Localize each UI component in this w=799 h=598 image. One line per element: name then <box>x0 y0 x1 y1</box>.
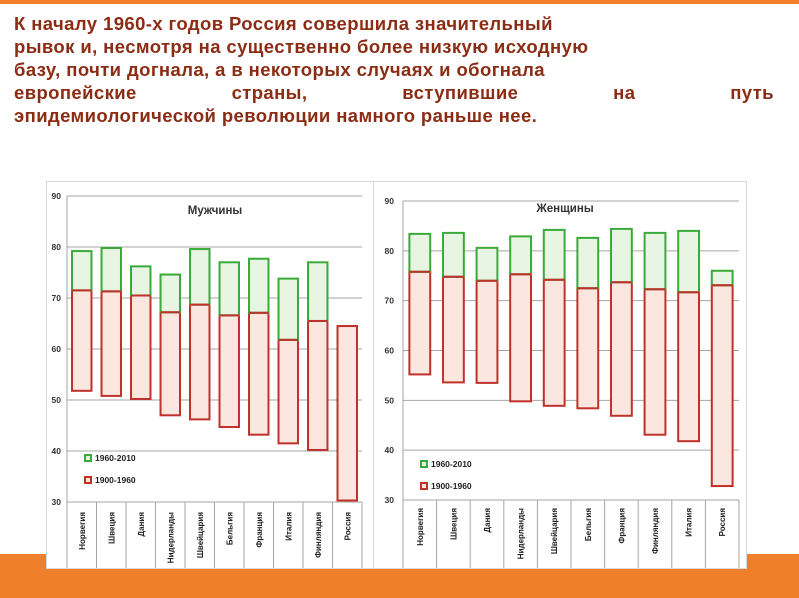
legend-swatch <box>84 476 92 484</box>
y-tick-label: 60 <box>52 344 62 354</box>
heading-line: К началу 1960-х годов Россия совершила з… <box>14 13 553 34</box>
chart-panel-men: 30 40 50 60 70 80 90 Мужчины Норвегия Швеция Дания… <box>47 182 375 568</box>
category-label: Швеция <box>107 512 116 544</box>
category-label: Франция <box>255 512 264 548</box>
bar-range-1960-2010 <box>100 247 122 293</box>
chart-title: Женщины <box>535 203 593 215</box>
y-tick-label: 50 <box>52 395 62 405</box>
bar-range-1900-1960 <box>336 325 358 502</box>
heading-word: путь <box>730 82 774 103</box>
bar-range-1960-2010 <box>189 248 211 306</box>
bar-range-1960-2010 <box>509 235 533 276</box>
heading-line: эпидемиологической революции намного ран… <box>14 105 538 126</box>
category-label: Швейцария <box>550 508 559 554</box>
heading-line: базу, почти догнала, а в некоторых случа… <box>14 59 545 80</box>
y-tick-label: 50 <box>385 395 395 405</box>
bar-range-1960-2010 <box>576 236 600 290</box>
category-label: Италия <box>284 512 293 541</box>
heading-word: страны, <box>231 82 308 103</box>
category-label: Норвегия <box>78 512 87 550</box>
bar-range-1960-2010 <box>475 246 499 282</box>
chart-panel-women: 30 40 50 60 70 80 90 Женщины Норвегия Швеция Дания… <box>374 182 746 568</box>
heading-line-justified: европейские страны, вступившие на путь <box>14 81 774 104</box>
legend-swatch <box>84 454 92 462</box>
bar-range-1900-1960 <box>307 319 329 451</box>
category-label: Нидерланды <box>517 508 526 559</box>
bar-range-1960-2010 <box>542 228 566 281</box>
y-tick-label: 90 <box>385 196 395 206</box>
bar-range-1900-1960 <box>248 311 270 436</box>
category-label: Нидерланды <box>166 512 175 563</box>
bar-range-1900-1960 <box>189 303 211 421</box>
top-accent-bar <box>0 0 799 4</box>
category-label: Бельгия <box>225 512 234 545</box>
legend-swatch <box>420 482 428 490</box>
y-tick-label: 70 <box>52 293 62 303</box>
bar-range-1960-2010 <box>643 231 667 291</box>
bar-range-1900-1960 <box>277 338 299 445</box>
bar-range-1960-2010 <box>441 231 465 278</box>
legend-label: 1900-1960 <box>95 475 136 485</box>
bar-range-1900-1960 <box>408 270 432 376</box>
y-tick-label: 30 <box>385 495 395 505</box>
y-tick-label: 70 <box>385 296 395 306</box>
bar-range-1900-1960 <box>71 289 93 392</box>
bar-range-1900-1960 <box>542 278 566 407</box>
bar-range-1900-1960 <box>159 311 181 417</box>
legend-label: 1960-2010 <box>95 453 136 463</box>
y-tick-label: 40 <box>385 445 395 455</box>
bar-range-1960-2010 <box>609 227 633 284</box>
category-label: Финляндия <box>651 508 660 554</box>
y-tick-label: 40 <box>52 446 62 456</box>
bar-range-1900-1960 <box>475 279 499 384</box>
bar-range-1960-2010 <box>677 229 701 294</box>
bar-range-1900-1960 <box>509 273 533 403</box>
bar-range-1960-2010 <box>277 277 299 341</box>
chart-men: 30 40 50 60 70 80 90 Мужчины Норвегия Швеция Дания… <box>52 191 363 568</box>
legend-label: 1960-2010 <box>431 459 472 469</box>
bar-range-1900-1960 <box>130 294 152 400</box>
y-tick-label: 80 <box>52 242 62 252</box>
bar-range-1960-2010 <box>130 265 152 297</box>
heading-word: вступившие <box>402 82 519 103</box>
chart-women: 30 40 50 60 70 80 90 Женщины Норвегия Швеция Дания… <box>385 196 740 568</box>
category-label: Норвегия <box>416 508 425 546</box>
category-label: Дания <box>483 508 492 533</box>
heading-line: рывок и, несмотря на существенно более н… <box>14 36 589 57</box>
chart-title: Мужчины <box>188 205 243 217</box>
bar-range-1960-2010 <box>159 273 181 314</box>
bar-range-1960-2010 <box>307 261 329 322</box>
y-tick-label: 90 <box>52 191 62 201</box>
bar-range-1960-2010 <box>710 269 734 287</box>
category-label: Дания <box>137 512 146 537</box>
heading-word: на <box>613 82 636 103</box>
category-label: Швейцария <box>196 512 205 558</box>
bar-range-1900-1960 <box>609 281 633 417</box>
bar-range-1960-2010 <box>71 250 93 292</box>
bar-range-1960-2010 <box>248 257 270 314</box>
y-tick-label: 80 <box>385 246 395 256</box>
y-tick-label: 30 <box>52 497 62 507</box>
bar-range-1900-1960 <box>710 284 734 488</box>
bar-range-1900-1960 <box>677 291 701 443</box>
category-label: Россия <box>718 508 727 537</box>
y-tick-label: 60 <box>385 346 395 356</box>
bar-range-1900-1960 <box>100 290 122 397</box>
category-label: Италия <box>685 508 694 537</box>
legend-swatch <box>420 460 428 468</box>
category-label: Швеция <box>449 508 458 540</box>
category-label: Россия <box>343 512 352 541</box>
legend-label: 1900-1960 <box>431 481 472 491</box>
bar-range-1960-2010 <box>408 232 432 273</box>
slide-heading: К началу 1960-х годов Россия совершила з… <box>14 12 774 127</box>
bar-range-1900-1960 <box>441 275 465 384</box>
bar-range-1900-1960 <box>576 287 600 410</box>
bar-range-1960-2010 <box>218 261 240 317</box>
category-label: Финляндия <box>314 512 323 558</box>
category-label: Бельгия <box>584 508 593 541</box>
heading-word: европейские <box>14 82 137 103</box>
bar-range-1900-1960 <box>643 288 667 436</box>
category-label: Франция <box>617 508 626 544</box>
bar-range-1900-1960 <box>218 314 240 429</box>
